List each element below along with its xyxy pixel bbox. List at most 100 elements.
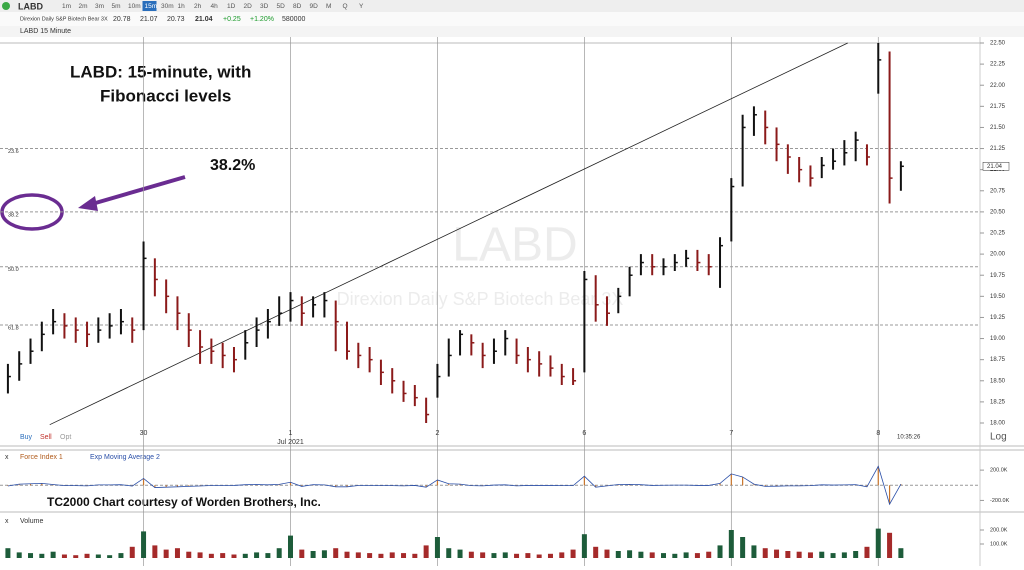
volume-bar (683, 552, 689, 558)
volume-bar (367, 553, 373, 558)
volume-bar (853, 551, 859, 558)
volume-bar (208, 553, 214, 558)
clock: 10:35:26 (897, 435, 921, 441)
timeframe[interactable]: Y (359, 3, 364, 10)
timeframe[interactable]: 8D (293, 3, 302, 10)
volume-bar (163, 549, 169, 558)
y-tick-label: 22.50 (990, 41, 1006, 47)
volume-bar (141, 531, 147, 558)
timeframe[interactable]: 30m (161, 3, 174, 10)
volume-bar (107, 555, 113, 558)
y-tick-label: 20.75 (990, 188, 1006, 194)
timeframe[interactable]: 3D (260, 3, 269, 10)
timeframe[interactable]: Q (343, 3, 348, 10)
volume-bar (728, 530, 734, 558)
volume-bar (751, 545, 757, 558)
fib-label: 23.6 (8, 149, 19, 155)
trade-button[interactable]: Opt (60, 434, 71, 441)
volume-bar (423, 545, 429, 558)
quote-bar (0, 12, 1024, 26)
timeframe[interactable]: 1D (227, 3, 236, 10)
volume-bar (28, 553, 34, 558)
y-tick-label: 21.75 (990, 104, 1006, 110)
volume-bar (299, 549, 305, 558)
x-tick-label: 6 (582, 430, 586, 437)
chart-tab[interactable]: LABD 15 Minute (20, 28, 71, 35)
y-tick-label: 18.75 (990, 357, 1006, 363)
trade-button[interactable]: Buy (20, 434, 33, 441)
volume-bar (480, 552, 486, 558)
y-tick-label: 18.50 (990, 378, 1006, 384)
y-tick-label: 200.0K (990, 527, 1008, 533)
volume-bar (502, 552, 508, 558)
volume-bar (434, 537, 440, 558)
timeframe[interactable]: M (326, 3, 331, 10)
volume-bar (819, 551, 825, 558)
timeframe[interactable]: 2h (194, 3, 202, 10)
volume-bar (412, 553, 418, 558)
volume-bar (321, 550, 327, 558)
volume-bar (559, 552, 565, 558)
quote-name: Direxion Daily S&P Biotech Bear 3X (20, 16, 108, 22)
quote-field: 580000 (282, 16, 305, 23)
volume-bar (355, 552, 361, 558)
volume-bar (95, 554, 101, 558)
x-tick-label: 7 (729, 430, 733, 437)
volume-bar (615, 551, 621, 558)
volume-bar (830, 553, 836, 558)
scale-toggle[interactable]: Log (990, 432, 1007, 443)
quote-field: +0.25 (223, 16, 241, 23)
volume-bar (231, 554, 237, 558)
watermark: LABD (452, 219, 577, 272)
x-tick-label: 30 (140, 430, 148, 437)
volume-bar (39, 553, 45, 558)
timeframe[interactable]: 4h (211, 3, 219, 10)
volume-bar (864, 546, 870, 558)
volume-bar (129, 546, 135, 558)
volume-bar (593, 546, 599, 558)
volume-bar (61, 554, 67, 558)
timeframe[interactable]: 1h (178, 3, 186, 10)
timeframe[interactable]: 10m (128, 3, 141, 10)
volume-bar (254, 552, 260, 558)
trendline (49, 42, 848, 426)
panel-close[interactable]: x (5, 518, 9, 525)
timeframe[interactable]: 2m (79, 3, 88, 10)
annotation: 38.2% (210, 157, 255, 174)
volume-bar (672, 553, 678, 558)
timeframe[interactable]: 5m (112, 3, 121, 10)
timeframe[interactable]: 5D (277, 3, 286, 10)
timeframe[interactable]: 3m (95, 3, 104, 10)
timeframe[interactable]: 9D (310, 3, 319, 10)
volume-bar (536, 554, 542, 558)
volume-bar (152, 545, 158, 558)
quote-field: 20.73 (167, 16, 185, 23)
y-tick-label: 100.0K (990, 541, 1008, 547)
volume-bar (174, 548, 180, 558)
quote-field: 20.78 (113, 16, 131, 23)
timeframe[interactable]: 15m (145, 3, 158, 10)
volume-bar (73, 555, 79, 558)
volume-bar (717, 545, 723, 558)
y-tick-label: 22.00 (990, 83, 1006, 89)
volume-bar (401, 553, 407, 558)
volume-bar (627, 550, 633, 558)
volume-bar (706, 551, 712, 558)
volume-bar (638, 551, 644, 558)
toolbar (0, 0, 1024, 12)
volume-bar (50, 551, 56, 558)
symbol[interactable]: LABD (18, 1, 43, 11)
timeframe-active (142, 1, 157, 11)
trade-button[interactable]: Sell (40, 434, 52, 441)
timeframe[interactable]: 1m (62, 3, 71, 10)
y-tick-label: 19.25 (990, 315, 1006, 321)
force-legend: Force Index 1 (20, 454, 63, 461)
panel-close[interactable]: x (5, 454, 9, 461)
fib-label: 61.8 (8, 325, 19, 331)
watermark-name: Direxion Daily S&P Biotech Bear 3X (337, 289, 624, 309)
timeframe[interactable]: 2D (244, 3, 253, 10)
fib-label: 50.0 (8, 267, 19, 273)
y-tick-label: 18.25 (990, 399, 1006, 405)
volume-bar (378, 553, 384, 558)
volume-bar (446, 548, 452, 558)
